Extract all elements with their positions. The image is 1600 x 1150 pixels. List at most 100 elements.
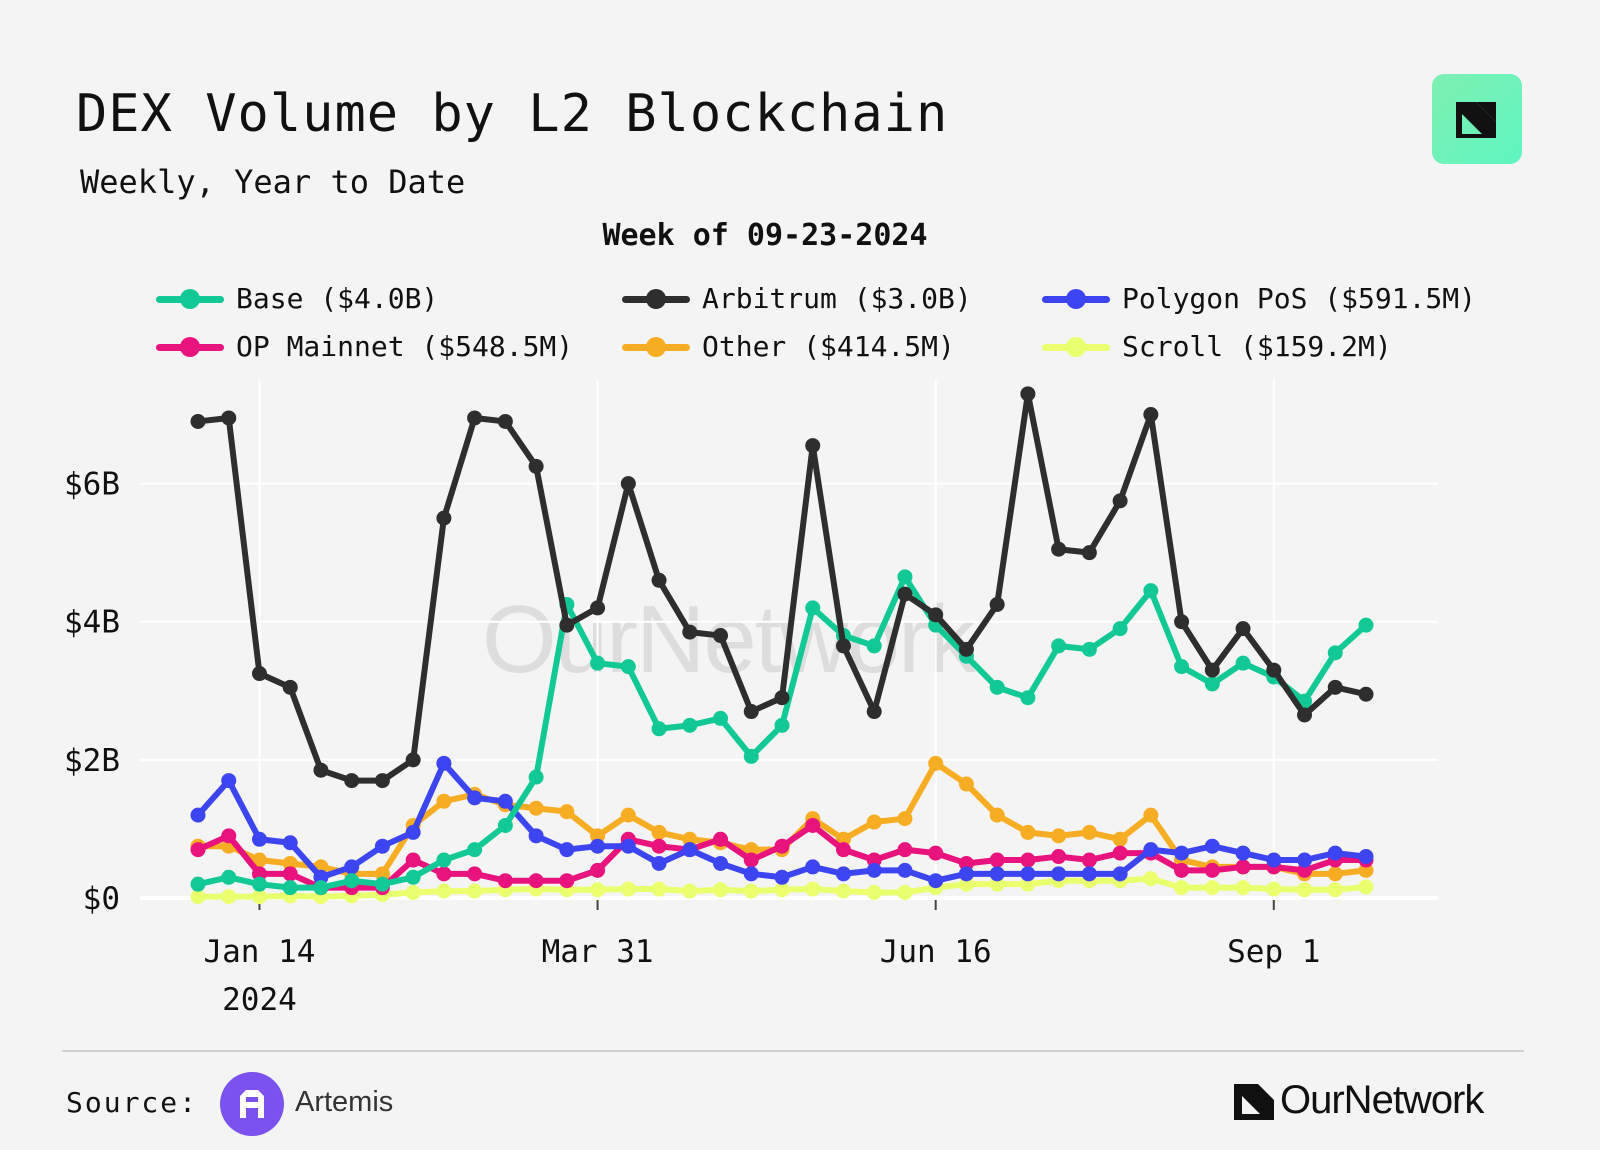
x-tick-label: Jun 16: [880, 934, 992, 970]
legend-label-scroll: Scroll ($159.2M): [1122, 330, 1392, 363]
x-tick-label: Jan 14: [203, 934, 315, 970]
data-point-polygon-pos: [1143, 842, 1159, 858]
legend-label-op-mainnet: OP Mainnet ($548.5M): [236, 330, 574, 363]
data-point-op-mainnet: [590, 862, 606, 878]
data-point-scroll: [651, 881, 667, 897]
data-point-arbitrum: [897, 586, 913, 602]
data-point-base: [436, 852, 452, 868]
data-point-base: [590, 655, 606, 671]
data-point-op-mainnet: [467, 866, 483, 882]
data-point-base: [190, 876, 206, 892]
data-point-polygon-pos: [1051, 866, 1067, 882]
data-point-op-mainnet: [405, 852, 421, 868]
data-point-arbitrum: [528, 458, 544, 474]
data-point-base: [374, 876, 390, 892]
data-point-base: [221, 869, 237, 885]
data-point-op-mainnet: [190, 842, 206, 858]
data-point-arbitrum: [1297, 707, 1313, 723]
data-point-polygon-pos: [1081, 866, 1097, 882]
legend-item-base[interactable]: Base ($4.0B): [156, 282, 438, 315]
data-point-op-mainnet: [1204, 862, 1220, 878]
legend-item-other[interactable]: Other ($414.5M): [622, 330, 955, 363]
data-point-scroll: [805, 881, 821, 897]
data-point-other: [1112, 831, 1128, 847]
y-tick-label: $4B: [64, 605, 120, 641]
data-point-arbitrum: [251, 666, 267, 682]
x-tick-sublabel: 2024: [222, 982, 297, 1018]
data-point-arbitrum: [928, 607, 944, 623]
data-point-polygon-pos: [251, 831, 267, 847]
data-point-op-mainnet: [1235, 859, 1251, 875]
y-tick-label: $2B: [64, 743, 120, 779]
data-point-scroll: [436, 883, 452, 899]
legend-swatch-polygon: [1042, 287, 1110, 311]
data-point-arbitrum: [590, 600, 606, 616]
data-point-polygon-pos: [682, 842, 698, 858]
data-point-other: [1143, 807, 1159, 823]
data-point-arbitrum: [221, 410, 237, 426]
data-point-other: [1020, 824, 1036, 840]
data-point-arbitrum: [1174, 614, 1190, 630]
data-point-scroll: [989, 876, 1005, 892]
data-point-arbitrum: [774, 690, 790, 706]
data-point-polygon-pos: [743, 866, 759, 882]
data-point-op-mainnet: [866, 852, 882, 868]
data-point-other: [436, 793, 452, 809]
data-point-polygon-pos: [1327, 845, 1343, 861]
data-point-scroll: [405, 884, 421, 900]
data-point-arbitrum: [467, 410, 483, 426]
data-point-op-mainnet: [651, 838, 667, 854]
data-point-op-mainnet: [743, 852, 759, 868]
legend-swatch-op-mainnet: [156, 335, 224, 359]
data-point-other: [743, 842, 759, 858]
data-point-polygon-pos: [282, 835, 298, 851]
data-point-op-mainnet: [1174, 862, 1190, 878]
data-point-scroll: [897, 884, 913, 900]
data-point-base: [1174, 659, 1190, 675]
data-point-scroll: [774, 882, 790, 898]
data-point-scroll: [190, 889, 206, 905]
data-point-op-mainnet: [559, 873, 575, 889]
legend-item-polygon[interactable]: Polygon PoS ($591.5M): [1042, 282, 1476, 315]
data-point-op-mainnet: [1020, 852, 1036, 868]
data-point-polygon-pos: [620, 838, 636, 854]
data-point-polygon-pos: [1235, 845, 1251, 861]
data-point-base: [251, 876, 267, 892]
data-point-base: [989, 679, 1005, 695]
source-label: Source:: [66, 1086, 199, 1119]
data-point-polygon-pos: [651, 855, 667, 871]
legend-label-polygon: Polygon PoS ($591.5M): [1122, 282, 1477, 315]
data-point-scroll: [1174, 880, 1190, 896]
data-point-arbitrum: [1204, 662, 1220, 678]
data-point-base: [1204, 676, 1220, 692]
legend-item-scroll[interactable]: Scroll ($159.2M): [1042, 330, 1392, 363]
data-point-arbitrum: [190, 413, 206, 429]
data-point-other: [928, 755, 944, 771]
data-point-polygon-pos: [436, 755, 452, 771]
line-chart: Jan 14 Mar 31 Jun 16 Sep 1 2024 $0 $2B $4B $6B: [64, 380, 1438, 1018]
data-point-arbitrum: [282, 679, 298, 695]
data-point-arbitrum: [1081, 545, 1097, 561]
data-point-polygon-pos: [528, 828, 544, 844]
data-point-op-mainnet: [835, 842, 851, 858]
data-point-base: [1081, 641, 1097, 657]
legend-item-arbitrum[interactable]: Arbitrum ($3.0B): [622, 282, 972, 315]
data-point-op-mainnet: [1297, 862, 1313, 878]
data-point-arbitrum: [1266, 662, 1282, 678]
data-point-scroll: [866, 884, 882, 900]
legend-item-op-mainnet[interactable]: OP Mainnet ($548.5M): [156, 330, 573, 363]
data-point-polygon-pos: [805, 859, 821, 875]
x-tick-label: Sep 1: [1227, 934, 1320, 970]
data-point-polygon-pos: [405, 824, 421, 840]
ournetwork-badge-logo: [1432, 74, 1522, 164]
data-point-arbitrum: [1020, 386, 1036, 402]
data-point-base: [1143, 583, 1159, 599]
footer-divider: [62, 1050, 1524, 1052]
data-point-base: [620, 659, 636, 675]
data-point-polygon-pos: [190, 807, 206, 823]
data-point-op-mainnet: [1081, 852, 1097, 868]
artemis-logo: [220, 1072, 284, 1136]
data-point-other: [1051, 828, 1067, 844]
data-point-base: [1020, 690, 1036, 706]
data-point-polygon-pos: [1020, 866, 1036, 882]
